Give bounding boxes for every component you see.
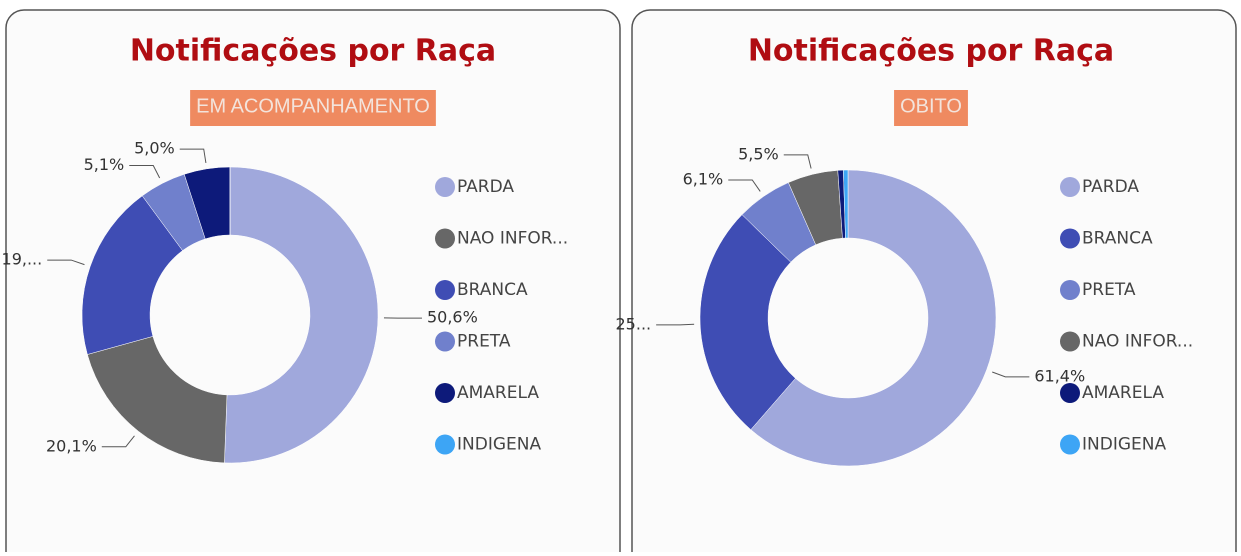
data-label: 25... — [616, 314, 652, 333]
legend-label: NAO INFOR... — [1082, 332, 1193, 352]
chart-title: Notificações por Raça — [748, 34, 1114, 69]
subtitle: EM ACOMPANHAMENTO — [196, 95, 430, 117]
data-label: 20,1% — [46, 436, 97, 455]
legend-marker — [435, 280, 455, 300]
subtitle: OBITO — [900, 95, 962, 117]
data-label: 5,0% — [134, 139, 175, 158]
legend-marker — [1060, 177, 1080, 197]
legend-marker — [1060, 332, 1080, 352]
legend-label: BRANCA — [1082, 229, 1153, 249]
chart-title: Notificações por Raça — [130, 34, 496, 69]
data-label: 50,6% — [427, 308, 478, 327]
legend-label: PARDA — [1082, 177, 1139, 197]
legend-label: INDIGENA — [1082, 435, 1166, 455]
legend-label: PRETA — [457, 332, 511, 352]
legend-marker — [435, 332, 455, 352]
legend-marker — [435, 383, 455, 403]
legend-marker — [1060, 280, 1080, 300]
legend-marker — [435, 177, 455, 197]
legend-marker — [435, 229, 455, 249]
legend-marker — [435, 435, 455, 455]
legend-marker — [1060, 435, 1080, 455]
data-label: 61,4% — [1034, 366, 1085, 385]
legend-label: INDIGENA — [457, 435, 541, 455]
leader-line — [656, 324, 694, 325]
legend-label: NAO INFOR... — [457, 229, 568, 249]
legend-label: BRANCA — [457, 280, 528, 300]
legend-label: AMARELA — [457, 383, 539, 403]
legend-marker — [1060, 229, 1080, 249]
data-label: 19,... — [2, 250, 43, 269]
legend-label: PARDA — [457, 177, 514, 197]
data-label: 6,1% — [683, 169, 724, 188]
data-label: 5,5% — [738, 144, 779, 163]
data-label: 5,1% — [84, 155, 125, 174]
legend-label: AMARELA — [1082, 383, 1164, 403]
legend-label: PRETA — [1082, 280, 1136, 300]
legend-marker — [1060, 383, 1080, 403]
